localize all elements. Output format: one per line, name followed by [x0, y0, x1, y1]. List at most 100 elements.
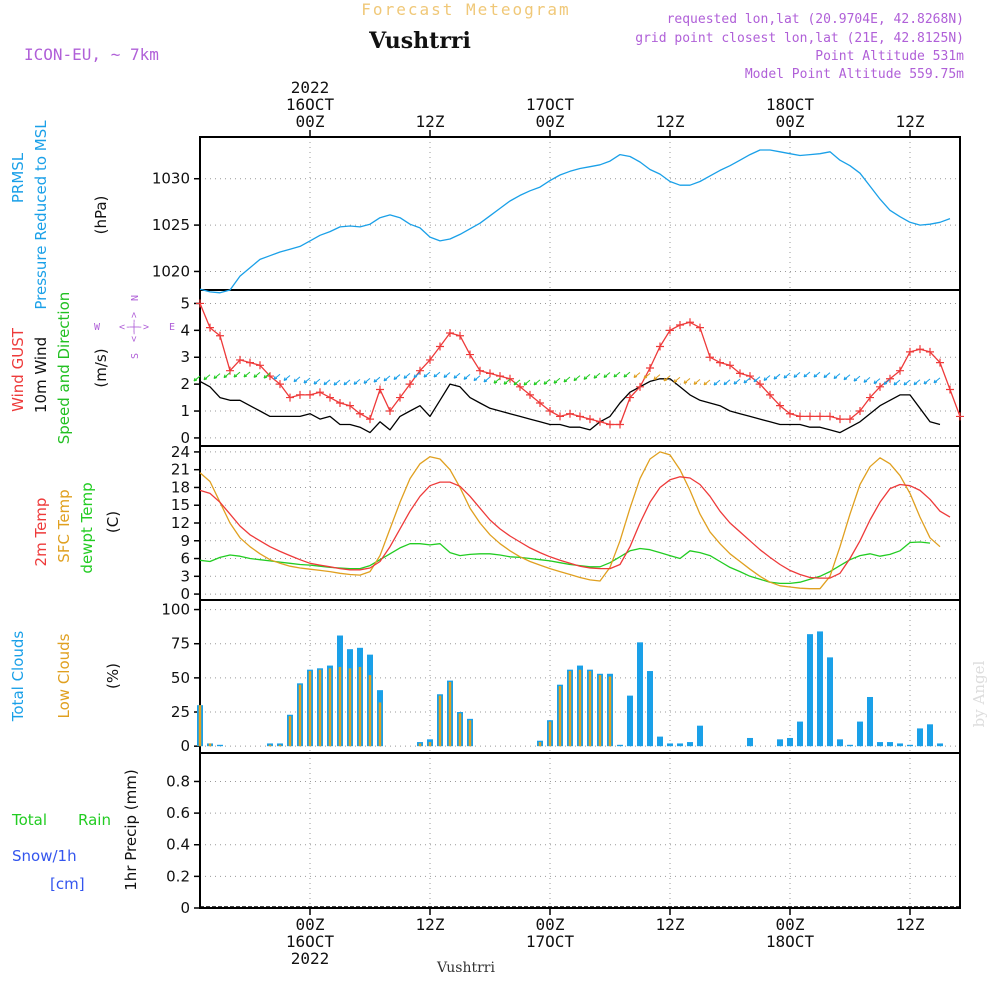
gust-marker	[446, 329, 454, 338]
total-cloud-bar	[617, 744, 623, 747]
temp-unit: (C)	[104, 511, 122, 533]
plot-layer: 1020102510300123450369121518212402550751…	[152, 78, 964, 968]
wind-arrow	[503, 378, 511, 385]
y-tick-label: 0	[180, 899, 190, 917]
wind-arrow	[413, 372, 421, 379]
y-tick-label: 24	[171, 443, 190, 461]
compass-w: W	[94, 322, 101, 333]
info-gridpoint: grid point closest lon,lat (21E, 42.8125…	[635, 31, 964, 46]
panel-frame	[199, 752, 961, 909]
wind-arrow	[303, 377, 311, 384]
gust-marker	[456, 331, 464, 340]
gust-marker	[756, 380, 764, 389]
wind-arrow	[473, 375, 481, 382]
wind-arrow	[793, 372, 801, 378]
total-cloud-bar	[687, 742, 693, 747]
gust-marker	[656, 342, 664, 351]
wind-arrow	[773, 373, 781, 380]
gust-marker	[906, 347, 914, 356]
y-tick-label: 2	[180, 375, 190, 393]
wind-arrow	[243, 371, 251, 378]
low-cloud-bar	[348, 668, 352, 747]
x-tick-label-top: 17OCT	[526, 95, 575, 114]
pressure-label-desc: Pressure Reduced to MSL	[32, 120, 50, 310]
gust-marker	[406, 380, 414, 389]
wind-arrow	[663, 375, 671, 382]
model-label: ICON-EU, ~ 7km	[24, 45, 159, 64]
gust-marker	[526, 390, 534, 399]
y-tick-label: 0.4	[166, 836, 190, 854]
wind-arrow	[283, 375, 291, 381]
gust-marker	[636, 382, 644, 391]
wind-arrow	[323, 379, 331, 386]
wind-arrow	[583, 373, 591, 380]
low-cloud-bar	[418, 743, 422, 747]
x-tick-label-top: 16OCT	[286, 95, 335, 114]
total-cloud-bar	[677, 743, 683, 747]
wind-arrow	[403, 373, 411, 379]
x-tick-label-bottom: 12Z	[896, 915, 925, 934]
compass-s: S	[130, 353, 141, 359]
wind-arrow	[433, 371, 441, 378]
y-tick-label: 1020	[152, 262, 190, 280]
wind-label-gust: Wind GUST	[9, 327, 27, 412]
low-cloud-bar	[328, 668, 332, 747]
compass-n: N	[130, 295, 141, 301]
wind-label-dir: Speed and Direction	[55, 292, 73, 445]
total-cloud-bar	[217, 744, 223, 747]
sfc-temp-line	[199, 451, 941, 590]
gust-marker	[246, 358, 254, 367]
wind-arrow	[393, 374, 401, 381]
gust-marker	[276, 380, 284, 389]
wind-arrow	[293, 376, 301, 383]
x-tick-label-top: 00Z	[536, 112, 565, 131]
gust-marker	[956, 412, 964, 421]
total-cloud-bar	[647, 671, 653, 747]
gust-marker	[646, 364, 654, 372]
wind-arrow	[493, 377, 501, 384]
gust-marker	[576, 412, 584, 421]
y-tick-label: 0.8	[166, 772, 190, 790]
x-tick-label-top: 18OCT	[766, 95, 815, 114]
gust-marker	[746, 372, 754, 381]
total-cloud-bar	[907, 744, 913, 747]
total-cloud-bar	[837, 739, 843, 747]
gust-marker	[846, 415, 854, 424]
precip-label-cm: [cm]	[50, 875, 85, 893]
y-tick-label: 25	[171, 703, 190, 721]
gust-marker	[296, 390, 304, 399]
y-tick-label: 4	[180, 321, 190, 339]
precip-unit: 1hr Precip (mm)	[122, 769, 140, 890]
panel-frame	[199, 136, 961, 291]
total-cloud-bar	[917, 728, 923, 747]
gust-marker	[876, 382, 884, 391]
total-cloud-bar	[937, 743, 943, 747]
low-cloud-bar	[608, 676, 612, 747]
precip-label-total: Total	[11, 811, 47, 829]
wind-arrow	[893, 379, 901, 386]
wind-arrow	[713, 379, 721, 386]
gust-marker	[856, 407, 864, 416]
gust-marker	[676, 320, 684, 329]
wind-arrow	[913, 379, 921, 386]
low-cloud-bar	[558, 686, 562, 747]
pressure-line	[199, 149, 951, 294]
clouds-unit: (%)	[104, 663, 122, 689]
y-tick-label: 3	[180, 567, 190, 585]
wind-arrow	[203, 374, 211, 381]
low-cloud-bar	[588, 671, 592, 747]
gust-marker	[736, 369, 744, 378]
clouds-label-low: Low Clouds	[55, 633, 73, 718]
x-tick-label-bottom: 12Z	[656, 915, 685, 934]
total-cloud-bar	[827, 657, 833, 747]
total-cloud-bar	[667, 743, 673, 747]
wind-arrow	[643, 373, 651, 379]
gust-marker	[896, 366, 904, 375]
info-model-altitude: Model Point Altitude 559.75m	[745, 67, 964, 82]
low-cloud-bar	[578, 669, 582, 747]
low-cloud-bar	[468, 720, 472, 747]
temp-label-sfc: SFC Temp	[55, 489, 73, 562]
low-cloud-bar	[318, 669, 322, 747]
gust-marker	[666, 326, 674, 335]
wind-arrow	[733, 378, 741, 385]
